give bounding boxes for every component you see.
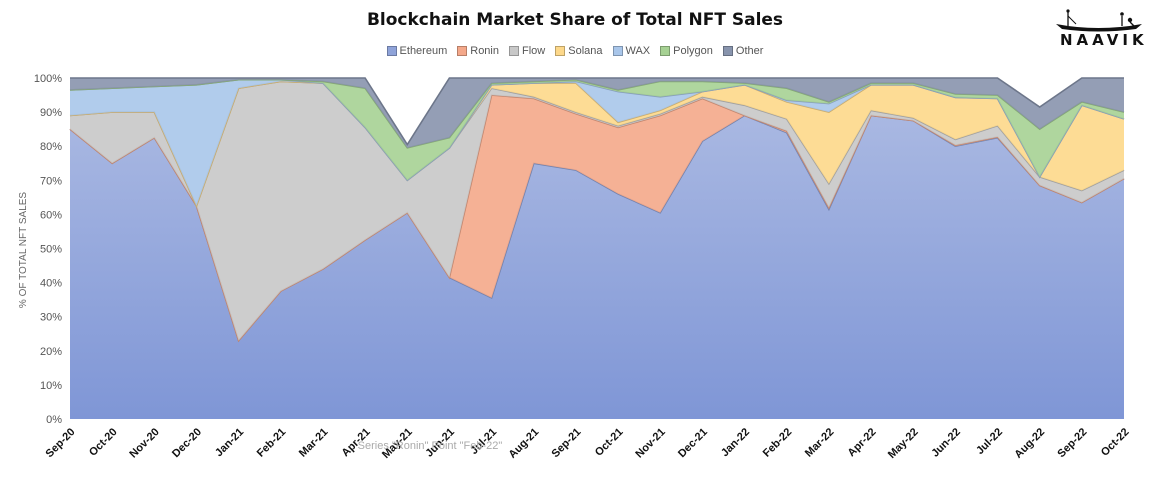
legend-swatch [555, 46, 566, 56]
y-tick-label: 30% [40, 312, 62, 324]
y-axis-title: % OF TOTAL NFT SALES [18, 192, 29, 308]
x-tick-label: Aug-22 [1012, 426, 1047, 461]
y-tick-label: 90% [40, 107, 62, 119]
x-tick-label: Jul-22 [974, 426, 1005, 457]
x-tick-label: May-22 [886, 426, 921, 461]
x-tick-label: Oct-22 [1099, 426, 1132, 459]
legend-swatch [722, 46, 733, 56]
y-tick-label: 20% [40, 346, 62, 358]
y-tick-label: 0% [46, 414, 62, 426]
y-tick-label: 50% [40, 244, 62, 256]
legend-label: Polygon [673, 45, 713, 57]
chart-title: Blockchain Market Share of Total NFT Sal… [366, 10, 784, 30]
legend-item-solana: Solana [555, 45, 603, 57]
series-areas [69, 77, 1125, 419]
x-tick-label: Mar-22 [803, 426, 837, 460]
y-tick-label: 10% [40, 380, 62, 392]
x-axis-ticks: Sep-20 Oct-20 Nov-20 Dec-20 Jan-21 Feb-21 Mar-… [44, 426, 1132, 461]
x-tick-label: Jan-21 [213, 426, 246, 459]
x-tick-label: Sep-21 [549, 426, 583, 460]
legend-label: WAX [625, 45, 651, 57]
series-area-flow [70, 81, 1124, 341]
x-tick-label: Oct-20 [87, 426, 120, 459]
legend-item-polygon: Polygon [660, 45, 713, 57]
legend-swatch [660, 46, 671, 56]
naavik-logo [1056, 9, 1142, 32]
x-tick-label: Oct-21 [593, 426, 626, 459]
legend-item-other: Other [722, 45, 764, 57]
series-area-ethereum [70, 115, 1124, 419]
legend-item-ethereum: Ethereum [386, 45, 448, 57]
x-tick-label: Mar-21 [297, 426, 331, 460]
x-tick-label: Sep-22 [1055, 426, 1089, 460]
y-tick-label: 40% [40, 278, 62, 290]
y-tick-label: 70% [40, 175, 62, 187]
series-area-other [70, 78, 1124, 148]
x-tick-label: Nov-21 [633, 426, 667, 460]
chart-annotation: Series "Ronin" Point "Feb-22" [358, 440, 503, 452]
legend-label: Ronin [470, 45, 499, 57]
legend-item-ronin: Ronin [457, 45, 499, 57]
legend-label: Flow [522, 45, 546, 57]
series-area-wax [70, 79, 1124, 206]
x-tick-label: Dec-20 [170, 426, 204, 460]
x-tick-label: Sep-20 [44, 426, 78, 460]
y-axis-ticks: 0% 10% 20% 30% 40% 50% 60% 70% 80% 90% 100% [34, 73, 62, 426]
series-line-other [70, 77, 1124, 146]
legend-item-wax: WAX [612, 45, 651, 57]
x-tick-label: Jun-22 [929, 426, 963, 460]
series-area-ronin [70, 95, 1124, 341]
x-tick-label: Feb-21 [255, 426, 289, 460]
x-tick-label: Jan-22 [719, 426, 752, 459]
legend-swatch [386, 46, 397, 56]
y-tick-label: 60% [40, 209, 62, 221]
y-tick-label: 80% [40, 141, 62, 153]
legend: Ethereum Ronin Flow Solana WAX Polygon Other [0, 45, 1150, 57]
x-tick-label: Apr-22 [845, 426, 878, 459]
x-tick-label: Nov-20 [127, 426, 161, 460]
x-tick-label: Dec-21 [676, 426, 710, 460]
legend-label: Ethereum [399, 45, 448, 57]
y-tick-label: 100% [34, 73, 62, 85]
legend-item-flow: Flow [509, 45, 545, 57]
legend-swatch [457, 46, 468, 56]
brand-name: NAAVIK [1060, 31, 1148, 49]
series-area-solana [70, 81, 1124, 206]
legend-swatch [509, 46, 519, 56]
legend-label: Other [735, 45, 764, 57]
legend-label: Solana [568, 45, 603, 57]
x-tick-label: Aug-21 [506, 426, 541, 461]
x-tick-label: Feb-22 [761, 426, 795, 460]
legend-swatch [612, 46, 623, 56]
